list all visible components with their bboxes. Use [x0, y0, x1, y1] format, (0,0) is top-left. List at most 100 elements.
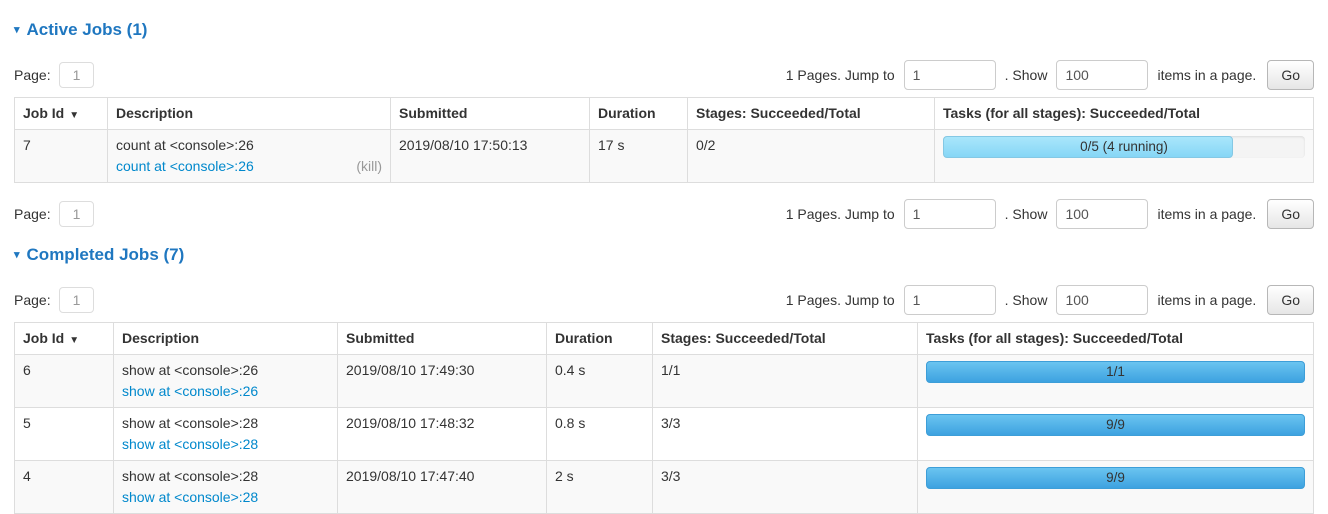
- column-header-duration[interactable]: Duration: [589, 97, 688, 130]
- submitted-cell: 2019/08/10 17:49:30: [337, 354, 547, 408]
- duration-cell: 0.4 s: [546, 354, 653, 408]
- tasks-cell: 1/1: [917, 354, 1314, 408]
- jump-to-page-input[interactable]: [903, 199, 996, 229]
- stages-cell: 0/2: [687, 129, 935, 183]
- show-text: . Show: [1004, 292, 1048, 308]
- show-text: . Show: [1004, 67, 1048, 83]
- task-progress-bar: 9/9: [926, 467, 1305, 489]
- table-row: 5 show at <console>:28 show at <console>…: [14, 407, 1314, 461]
- description-cell: show at <console>:28 show at <console>:2…: [113, 407, 338, 461]
- description-text: show at <console>:28: [122, 468, 259, 484]
- sort-desc-icon: ▼: [69, 335, 80, 346]
- duration-cell: 2 s: [546, 460, 653, 514]
- job-id-cell: 6: [14, 354, 114, 408]
- total-pages-text: 1 Pages. Jump to: [785, 292, 895, 308]
- progress-fill-completed: [926, 467, 1305, 489]
- show-text: . Show: [1004, 206, 1048, 222]
- jump-to-page-input[interactable]: [903, 60, 996, 90]
- go-button[interactable]: Go: [1267, 199, 1314, 229]
- column-header-submitted[interactable]: Submitted: [390, 97, 590, 130]
- description-cell: count at <console>:26 count at <console>…: [107, 129, 391, 183]
- page-label: Page:: [14, 206, 51, 222]
- job-detail-link[interactable]: show at <console>:28: [122, 436, 259, 452]
- progress-fill-completed: [926, 361, 1305, 383]
- job-detail-link[interactable]: show at <console>:28: [122, 489, 259, 505]
- page-label: Page:: [14, 292, 51, 308]
- column-header-job-id[interactable]: Job Id ▼: [14, 97, 108, 130]
- sort-desc-icon: ▼: [69, 110, 80, 121]
- tasks-cell: 0/5 (4 running): [934, 129, 1314, 183]
- column-header-submitted[interactable]: Submitted: [337, 322, 547, 355]
- submitted-cell: 2019/08/10 17:48:32: [337, 407, 547, 461]
- items-text: items in a page.: [1157, 292, 1257, 308]
- active-table-header-row: Job Id ▼ Description Submitted Duration S…: [14, 97, 1314, 130]
- table-row: 4 show at <console>:28 show at <console>…: [14, 460, 1314, 514]
- description-text: show at <console>:28: [122, 415, 259, 431]
- task-progress-bar: 0/5 (4 running): [943, 136, 1305, 158]
- page-number-button[interactable]: 1: [58, 62, 95, 88]
- stages-cell: 1/1: [652, 354, 918, 408]
- page-number-button[interactable]: 1: [58, 287, 95, 313]
- column-header-description[interactable]: Description: [113, 322, 338, 355]
- progress-label: 1/1: [1106, 364, 1125, 379]
- items-per-page-input[interactable]: [1056, 199, 1149, 229]
- column-header-duration[interactable]: Duration: [546, 322, 653, 355]
- progress-fill-running: [943, 136, 1233, 158]
- submitted-cell: 2019/08/10 17:50:13: [390, 129, 590, 183]
- job-id-cell: 7: [14, 129, 108, 183]
- active-pagination-bottom: Page: 1 1 Pages. Jump to . Show items in…: [14, 199, 1314, 229]
- active-jobs-title: Active Jobs (1): [26, 20, 148, 39]
- column-header-stages[interactable]: Stages: Succeeded/Total: [687, 97, 935, 130]
- progress-label: 9/9: [1106, 417, 1125, 432]
- jump-to-page-input[interactable]: [903, 285, 996, 315]
- completed-pagination-top: Page: 1 1 Pages. Jump to . Show items in…: [14, 285, 1314, 315]
- task-progress-bar: 1/1: [926, 361, 1305, 383]
- progress-label: 9/9: [1106, 470, 1125, 485]
- column-header-tasks[interactable]: Tasks (for all stages): Succeeded/Total: [934, 97, 1314, 130]
- job-detail-link[interactable]: show at <console>:26: [122, 383, 259, 399]
- submitted-cell: 2019/08/10 17:47:40: [337, 460, 547, 514]
- description-cell: show at <console>:26 show at <console>:2…: [113, 354, 338, 408]
- go-button[interactable]: Go: [1267, 60, 1314, 90]
- go-button[interactable]: Go: [1267, 285, 1314, 315]
- items-text: items in a page.: [1157, 206, 1257, 222]
- active-jobs-table: Job Id ▼ Description Submitted Duration S…: [14, 97, 1314, 183]
- completed-jobs-title: Completed Jobs (7): [26, 245, 185, 264]
- column-header-stages[interactable]: Stages: Succeeded/Total: [652, 322, 918, 355]
- completed-jobs-table: Job Id ▼ Description Submitted Duration S…: [14, 322, 1314, 514]
- description-cell: show at <console>:28 show at <console>:2…: [113, 460, 338, 514]
- completed-jobs-section-header[interactable]: ▾ Completed Jobs (7): [14, 245, 1314, 265]
- active-jobs-section-header[interactable]: ▾ Active Jobs (1): [14, 20, 1314, 40]
- job-id-cell: 4: [14, 460, 114, 514]
- tasks-cell: 9/9: [917, 407, 1314, 461]
- progress-fill-completed: [926, 414, 1305, 436]
- completed-table-header-row: Job Id ▼ Description Submitted Duration S…: [14, 322, 1314, 355]
- stages-cell: 3/3: [652, 407, 918, 461]
- duration-cell: 17 s: [589, 129, 688, 183]
- kill-job-link[interactable]: (kill): [356, 158, 382, 174]
- table-row: 7 count at <console>:26 count at <consol…: [14, 129, 1314, 183]
- items-text: items in a page.: [1157, 67, 1257, 83]
- job-id-cell: 5: [14, 407, 114, 461]
- active-pagination-top: Page: 1 1 Pages. Jump to . Show items in…: [14, 60, 1314, 90]
- tasks-cell: 9/9: [917, 460, 1314, 514]
- page-number-button[interactable]: 1: [58, 201, 95, 227]
- column-header-description[interactable]: Description: [107, 97, 391, 130]
- page-label: Page:: [14, 67, 51, 83]
- column-header-job-id[interactable]: Job Id ▼: [14, 322, 114, 355]
- table-row: 6 show at <console>:26 show at <console>…: [14, 354, 1314, 408]
- items-per-page-input[interactable]: [1056, 60, 1149, 90]
- collapse-arrow-icon[interactable]: ▾: [14, 24, 20, 36]
- job-detail-link[interactable]: count at <console>:26: [116, 158, 254, 174]
- description-text: show at <console>:26: [122, 362, 259, 378]
- task-progress-bar: 9/9: [926, 414, 1305, 436]
- items-per-page-input[interactable]: [1056, 285, 1149, 315]
- stages-cell: 3/3: [652, 460, 918, 514]
- column-header-tasks[interactable]: Tasks (for all stages): Succeeded/Total: [917, 322, 1314, 355]
- duration-cell: 0.8 s: [546, 407, 653, 461]
- total-pages-text: 1 Pages. Jump to: [785, 206, 895, 222]
- description-text: count at <console>:26: [116, 137, 254, 153]
- collapse-arrow-icon[interactable]: ▾: [14, 249, 20, 261]
- total-pages-text: 1 Pages. Jump to: [785, 67, 895, 83]
